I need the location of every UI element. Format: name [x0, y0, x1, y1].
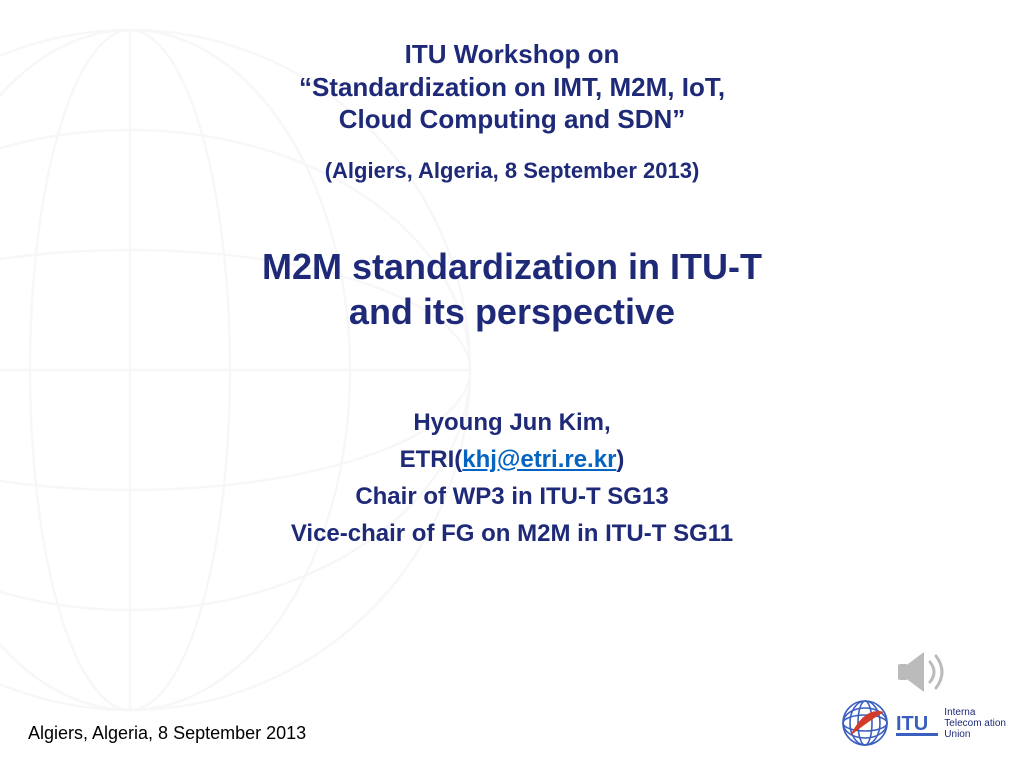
speaker-icon: [894, 648, 954, 696]
itu-acronym: ITU: [896, 713, 928, 735]
title-line1: M2M standardization in ITU-T: [60, 244, 964, 289]
footer-text: Algiers, Algeria, 8 September 2013: [28, 723, 306, 744]
workshop-title-line2: “Standardization on IMT, M2M, IoT,: [60, 71, 964, 104]
author-email-link[interactable]: khj@etri.re.kr: [462, 446, 616, 473]
title-line2: and its perspective: [60, 289, 964, 334]
workshop-title-line3: Cloud Computing and SDN”: [60, 103, 964, 136]
itu-logo-globe-icon: [840, 698, 890, 748]
presentation-title: M2M standardization in ITU-T and its per…: [60, 244, 964, 334]
logo-caption-line2: Telecom ation: [944, 718, 1006, 729]
header-location-date: (Algiers, Algeria, 8 September 2013): [60, 158, 964, 184]
workshop-title-line1: ITU Workshop on: [60, 38, 964, 71]
author-org-prefix: ETRI(: [400, 446, 463, 473]
itu-logo-caption: Interna Telecom ation Union: [944, 707, 1006, 740]
author-role1: Chair of WP3 in ITU-T SG13: [60, 478, 964, 515]
author-role2: Vice-chair of FG on M2M in ITU-T SG11: [60, 515, 964, 552]
author-affiliation: ETRI(khj@etri.re.kr): [60, 441, 964, 478]
itu-logo-text-icon: ITU: [896, 708, 938, 738]
logo-caption-line3: Union: [944, 729, 1006, 740]
logo-caption-line1: Interna: [944, 707, 1006, 718]
author-name: Hyoung Jun Kim,: [60, 404, 964, 441]
workshop-title: ITU Workshop on “Standardization on IMT,…: [60, 38, 964, 136]
slide-content: ITU Workshop on “Standardization on IMT,…: [0, 0, 1024, 768]
author-block: Hyoung Jun Kim, ETRI(khj@etri.re.kr) Cha…: [60, 404, 964, 553]
itu-logo: ITU Interna Telecom ation Union: [840, 698, 1006, 748]
author-org-suffix: ): [616, 446, 624, 473]
